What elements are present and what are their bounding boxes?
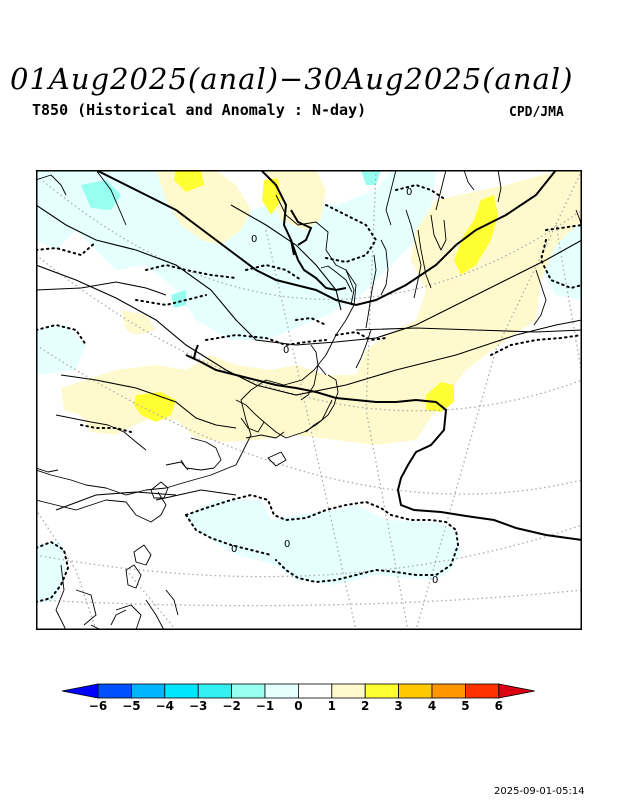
anomaly-zero-contours (95, 170, 582, 541)
colorbar-tick-label: −3 (188, 699, 208, 713)
color-scale-bar (61, 683, 535, 699)
colorbar-tick-label: 2 (361, 699, 370, 713)
contour-label: 0 (406, 187, 412, 198)
colorbar-tick-label: 0 (294, 699, 303, 713)
timestamp: 2025-09-01-05:14 (494, 786, 585, 797)
contour-label: 0 (251, 234, 257, 245)
contour-label: 0 (283, 345, 289, 356)
colorbar-tick-label: 3 (394, 699, 403, 713)
contour-label: 0 (432, 575, 438, 586)
colorbar-tick-label: −1 (255, 699, 275, 713)
strong-negative-anomaly-shading (81, 170, 381, 308)
colorbar-swatch (331, 683, 366, 699)
contour-labels: 0 0 0 0 0 0 (231, 187, 438, 586)
organization-label: CPD/JMA (509, 105, 564, 120)
colorbar-swatch (464, 683, 500, 699)
chart-title: 01Aug2025(anal)−30Aug2025(anal) (10, 62, 574, 96)
colorbar-tick-label: −6 (88, 699, 108, 713)
colorbar-tick-label: 5 (461, 699, 470, 713)
colorbar-tick-label: 4 (427, 699, 437, 713)
colorbar-swatch (164, 683, 199, 699)
colorbar-swatch (398, 683, 433, 699)
colorbar-max-arrow (498, 683, 535, 699)
map-frame (36, 170, 582, 630)
contour-label: 0 (284, 539, 290, 550)
colorbar-tick-label: −5 (122, 699, 141, 713)
colorbar-swatch (131, 683, 166, 699)
colorbar-swatch (364, 683, 400, 699)
contour-label: 0 (231, 544, 237, 555)
colorbar-min-arrow (61, 683, 99, 699)
anomaly-dotted-contours (36, 183, 582, 603)
colorbar-swatch (97, 683, 132, 699)
colorbar-swatch (231, 683, 266, 699)
graticule (36, 170, 582, 630)
colorbar-tick-label: 6 (494, 699, 503, 713)
colorbar-swatch (264, 683, 299, 699)
anomaly-map: 0 0 0 0 0 0 (36, 170, 582, 630)
colorbar-tick-label: −2 (222, 699, 241, 713)
coastlines (36, 170, 582, 630)
chart-subtitle: T850 (Historical and Anomaly : N-day) (32, 101, 367, 119)
positive-anomaly-shading (61, 170, 582, 445)
color-scale (60, 682, 540, 722)
warm-anomaly-shading (134, 170, 498, 422)
colorbar-tick-label: −4 (155, 699, 174, 713)
colorbar-tick-label: 1 (327, 699, 336, 713)
map-svg: 0 0 0 0 0 0 (36, 170, 582, 630)
colorbar-swatch (297, 683, 333, 699)
colorbar-swatch (197, 683, 232, 699)
colorbar-swatch (431, 683, 466, 699)
